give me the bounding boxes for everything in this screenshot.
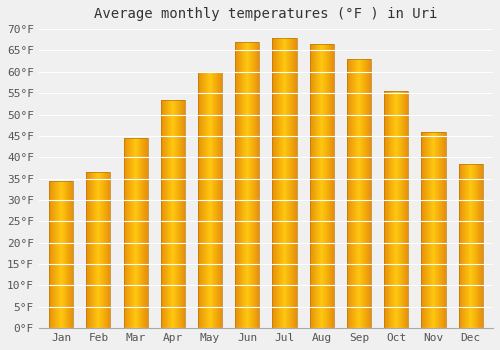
Bar [384,91,408,328]
Title: Average monthly temperatures (°F ) in Uri: Average monthly temperatures (°F ) in Ur… [94,7,438,21]
Bar [49,181,73,328]
Bar [160,99,185,328]
Bar [422,132,446,328]
Bar [198,72,222,328]
Bar [124,138,148,328]
Bar [272,37,296,328]
Bar [347,59,371,328]
Bar [86,172,110,328]
Bar [458,164,483,328]
Bar [310,44,334,328]
Bar [235,42,260,328]
